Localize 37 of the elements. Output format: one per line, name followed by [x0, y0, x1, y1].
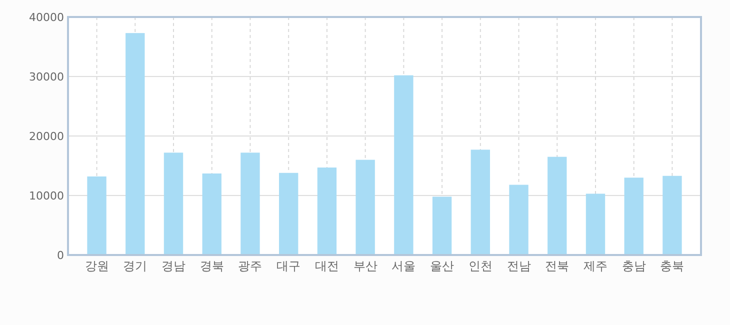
x-tick-label: 강원	[84, 259, 109, 273]
bar	[279, 172, 298, 255]
x-tick-label: 제주	[584, 259, 608, 273]
x-tick-label: 경남	[162, 259, 186, 273]
bar	[662, 176, 682, 255]
x-tick-label: 대전	[314, 259, 339, 273]
x-tick-label: 전남	[506, 259, 531, 273]
y-tick-label: 20000	[29, 130, 64, 143]
bar	[470, 150, 490, 255]
bar	[87, 176, 106, 255]
x-tick-label: 서울	[392, 259, 416, 273]
x-tick-label: 광주	[238, 259, 262, 273]
x-tick-label: 전북	[545, 259, 570, 273]
bar	[126, 33, 145, 255]
y-tick-label: 30000	[29, 70, 64, 84]
x-tick-label: 경북	[200, 259, 224, 273]
x-tick-label: 충남	[622, 259, 646, 273]
bar	[624, 178, 644, 255]
bar	[356, 160, 375, 255]
bar	[164, 152, 184, 255]
bar	[586, 194, 606, 255]
x-tick-label: 대구	[276, 259, 301, 273]
bar	[548, 156, 567, 255]
bar	[394, 75, 414, 255]
bar	[509, 184, 528, 255]
y-tick-label: 0	[57, 248, 64, 262]
y-tick-label: 10000	[29, 189, 64, 202]
y-tick-label: 40000	[29, 10, 64, 24]
bar	[317, 168, 337, 255]
x-tick-label: 경기	[123, 259, 148, 273]
x-tick-label: 울산	[430, 259, 454, 273]
bar	[240, 152, 260, 255]
x-tick-label: 부산	[353, 259, 378, 273]
bar	[202, 173, 222, 255]
x-tick-label: 충북	[660, 259, 684, 273]
x-tick-label: 인천	[468, 259, 492, 273]
bar	[432, 196, 452, 255]
